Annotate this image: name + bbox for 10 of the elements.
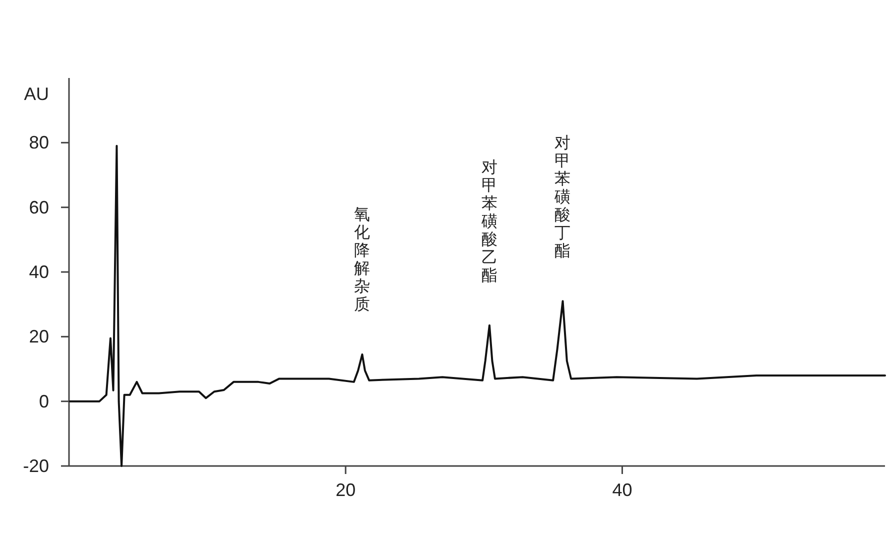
annotation: 对甲苯磺酸乙酯 — [480, 158, 498, 284]
y-tick-label: 40 — [28, 262, 49, 282]
annotation: 对甲苯磺酸丁酯 — [554, 134, 571, 260]
y-axis-title: AU — [24, 84, 49, 104]
y-tick-label: 20 — [28, 326, 49, 347]
annotation: 氧化降解杂质 — [354, 206, 370, 314]
y-tick-label: -20 — [22, 456, 49, 476]
y-tick-label: 80 — [28, 132, 49, 153]
y-tick-label: 0 — [38, 391, 49, 412]
y-tick-label: 60 — [28, 197, 49, 218]
